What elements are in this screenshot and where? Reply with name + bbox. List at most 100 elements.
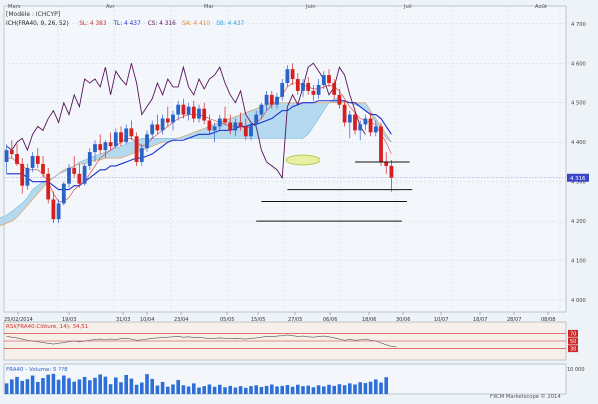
candle-body xyxy=(337,94,342,105)
volume-bar xyxy=(249,386,253,394)
model-label: [Modèle : ICHCYP] xyxy=(6,11,60,18)
x-tick-label: 15/05 xyxy=(251,317,265,323)
x-tick-label: 05/05 xyxy=(220,317,234,323)
candle-body xyxy=(4,150,9,162)
y-tick-label: 4 400 xyxy=(571,140,586,146)
candle-body xyxy=(275,96,279,105)
volume-bar xyxy=(166,386,170,394)
volume-bar xyxy=(10,379,14,394)
candle-body xyxy=(207,120,212,131)
candle-body xyxy=(389,165,394,178)
month-label: Août xyxy=(535,3,547,10)
indicator-legend-item: SB: 4 437 xyxy=(216,21,244,27)
volume-bar xyxy=(280,385,284,394)
rsi-line xyxy=(6,334,397,348)
x-tick-label: 06/06 xyxy=(323,317,337,323)
volume-bar xyxy=(275,386,279,394)
volume-bar xyxy=(46,374,50,394)
volume-bar xyxy=(264,385,269,394)
candle-body xyxy=(119,132,123,143)
candle-body xyxy=(321,75,326,85)
volume-bar xyxy=(244,387,248,394)
x-tick-label: 27/05 xyxy=(288,317,302,323)
indicator-legend-item: SA: 4 410 xyxy=(182,21,210,27)
volume-bar xyxy=(82,376,87,394)
candle-body xyxy=(353,114,357,131)
volume-bar xyxy=(20,380,24,394)
volume-bar xyxy=(181,385,186,394)
candle-body xyxy=(306,82,311,91)
candle-body xyxy=(295,79,300,91)
candle-body xyxy=(290,69,295,80)
candle-body xyxy=(129,128,134,137)
candle-body xyxy=(363,118,368,125)
candle-body xyxy=(98,144,103,151)
volume-bar xyxy=(379,382,383,394)
volume-bar xyxy=(296,384,300,394)
volume-bar xyxy=(160,381,165,394)
rsi-level-label: 50 xyxy=(570,339,576,345)
candle-body xyxy=(67,167,71,184)
chikou-span-line xyxy=(6,62,366,180)
rsi-level-badge xyxy=(568,337,578,345)
volume-bar xyxy=(176,380,180,394)
volume-bar xyxy=(223,387,227,394)
candle-body xyxy=(358,124,363,131)
candle-body xyxy=(41,163,45,174)
ichimoku-cloud xyxy=(0,98,392,226)
senkou-span-a-line xyxy=(0,98,392,218)
candle-body xyxy=(327,75,331,83)
candle-body xyxy=(30,156,35,168)
candle-body xyxy=(139,148,144,162)
volume-panel xyxy=(3,363,567,395)
candle-body xyxy=(280,82,285,97)
candle-body xyxy=(51,199,56,220)
candle-body xyxy=(108,142,113,147)
volume-bar xyxy=(327,384,331,394)
last-price-badge xyxy=(567,173,589,182)
y-tick-label: 4 100 xyxy=(571,259,586,265)
candle-body xyxy=(269,94,274,105)
volume-bar xyxy=(134,384,139,394)
candle-body xyxy=(25,167,30,186)
volume-label: FRA40 - Volume: 5 ??8 xyxy=(6,367,68,373)
volume-bar xyxy=(207,384,212,394)
candle-body xyxy=(72,167,77,174)
volume-bar xyxy=(306,385,310,394)
candle-body xyxy=(77,173,82,184)
x-tick-label: 19/03 xyxy=(62,317,76,323)
candle-body xyxy=(93,144,97,153)
y-tick-label: 4 300 xyxy=(571,180,586,186)
rsi-label: RSI(FRA40.Clôture, 14): 34,51 xyxy=(6,323,88,330)
volume-bar xyxy=(233,387,238,394)
volume-bar xyxy=(202,386,206,394)
volume-bar xyxy=(332,385,336,394)
candle-body xyxy=(103,142,108,151)
volume-bar xyxy=(51,373,56,394)
y-tick-label: 4 200 xyxy=(571,219,586,225)
candle-body xyxy=(113,132,118,147)
rsi-level-badge xyxy=(568,345,578,353)
candle-body xyxy=(191,106,196,119)
candle-body xyxy=(165,118,170,123)
x-tick-label: 18/06 xyxy=(362,317,376,323)
volume-bar xyxy=(171,384,175,394)
volume-bar xyxy=(114,377,118,394)
month-label: Avr xyxy=(106,4,115,10)
candle-body xyxy=(243,126,248,137)
candle-body xyxy=(217,118,222,127)
candle-body xyxy=(176,104,181,115)
candle-body xyxy=(197,108,201,119)
candle-body xyxy=(82,165,87,184)
kijun-sen-line xyxy=(6,100,392,191)
indicator-legend-item: ICH(FRA40, 9, 26, 52) xyxy=(6,21,69,27)
candle-body xyxy=(155,124,160,131)
x-tick-label: 31/03 xyxy=(116,317,130,323)
volume-bar xyxy=(124,374,128,394)
candle-body xyxy=(264,94,269,105)
volume-bar xyxy=(150,378,154,394)
x-tick-label: 23/04 xyxy=(174,317,188,323)
volume-bar xyxy=(285,385,290,394)
x-tick-label: 30/06 xyxy=(396,317,410,323)
